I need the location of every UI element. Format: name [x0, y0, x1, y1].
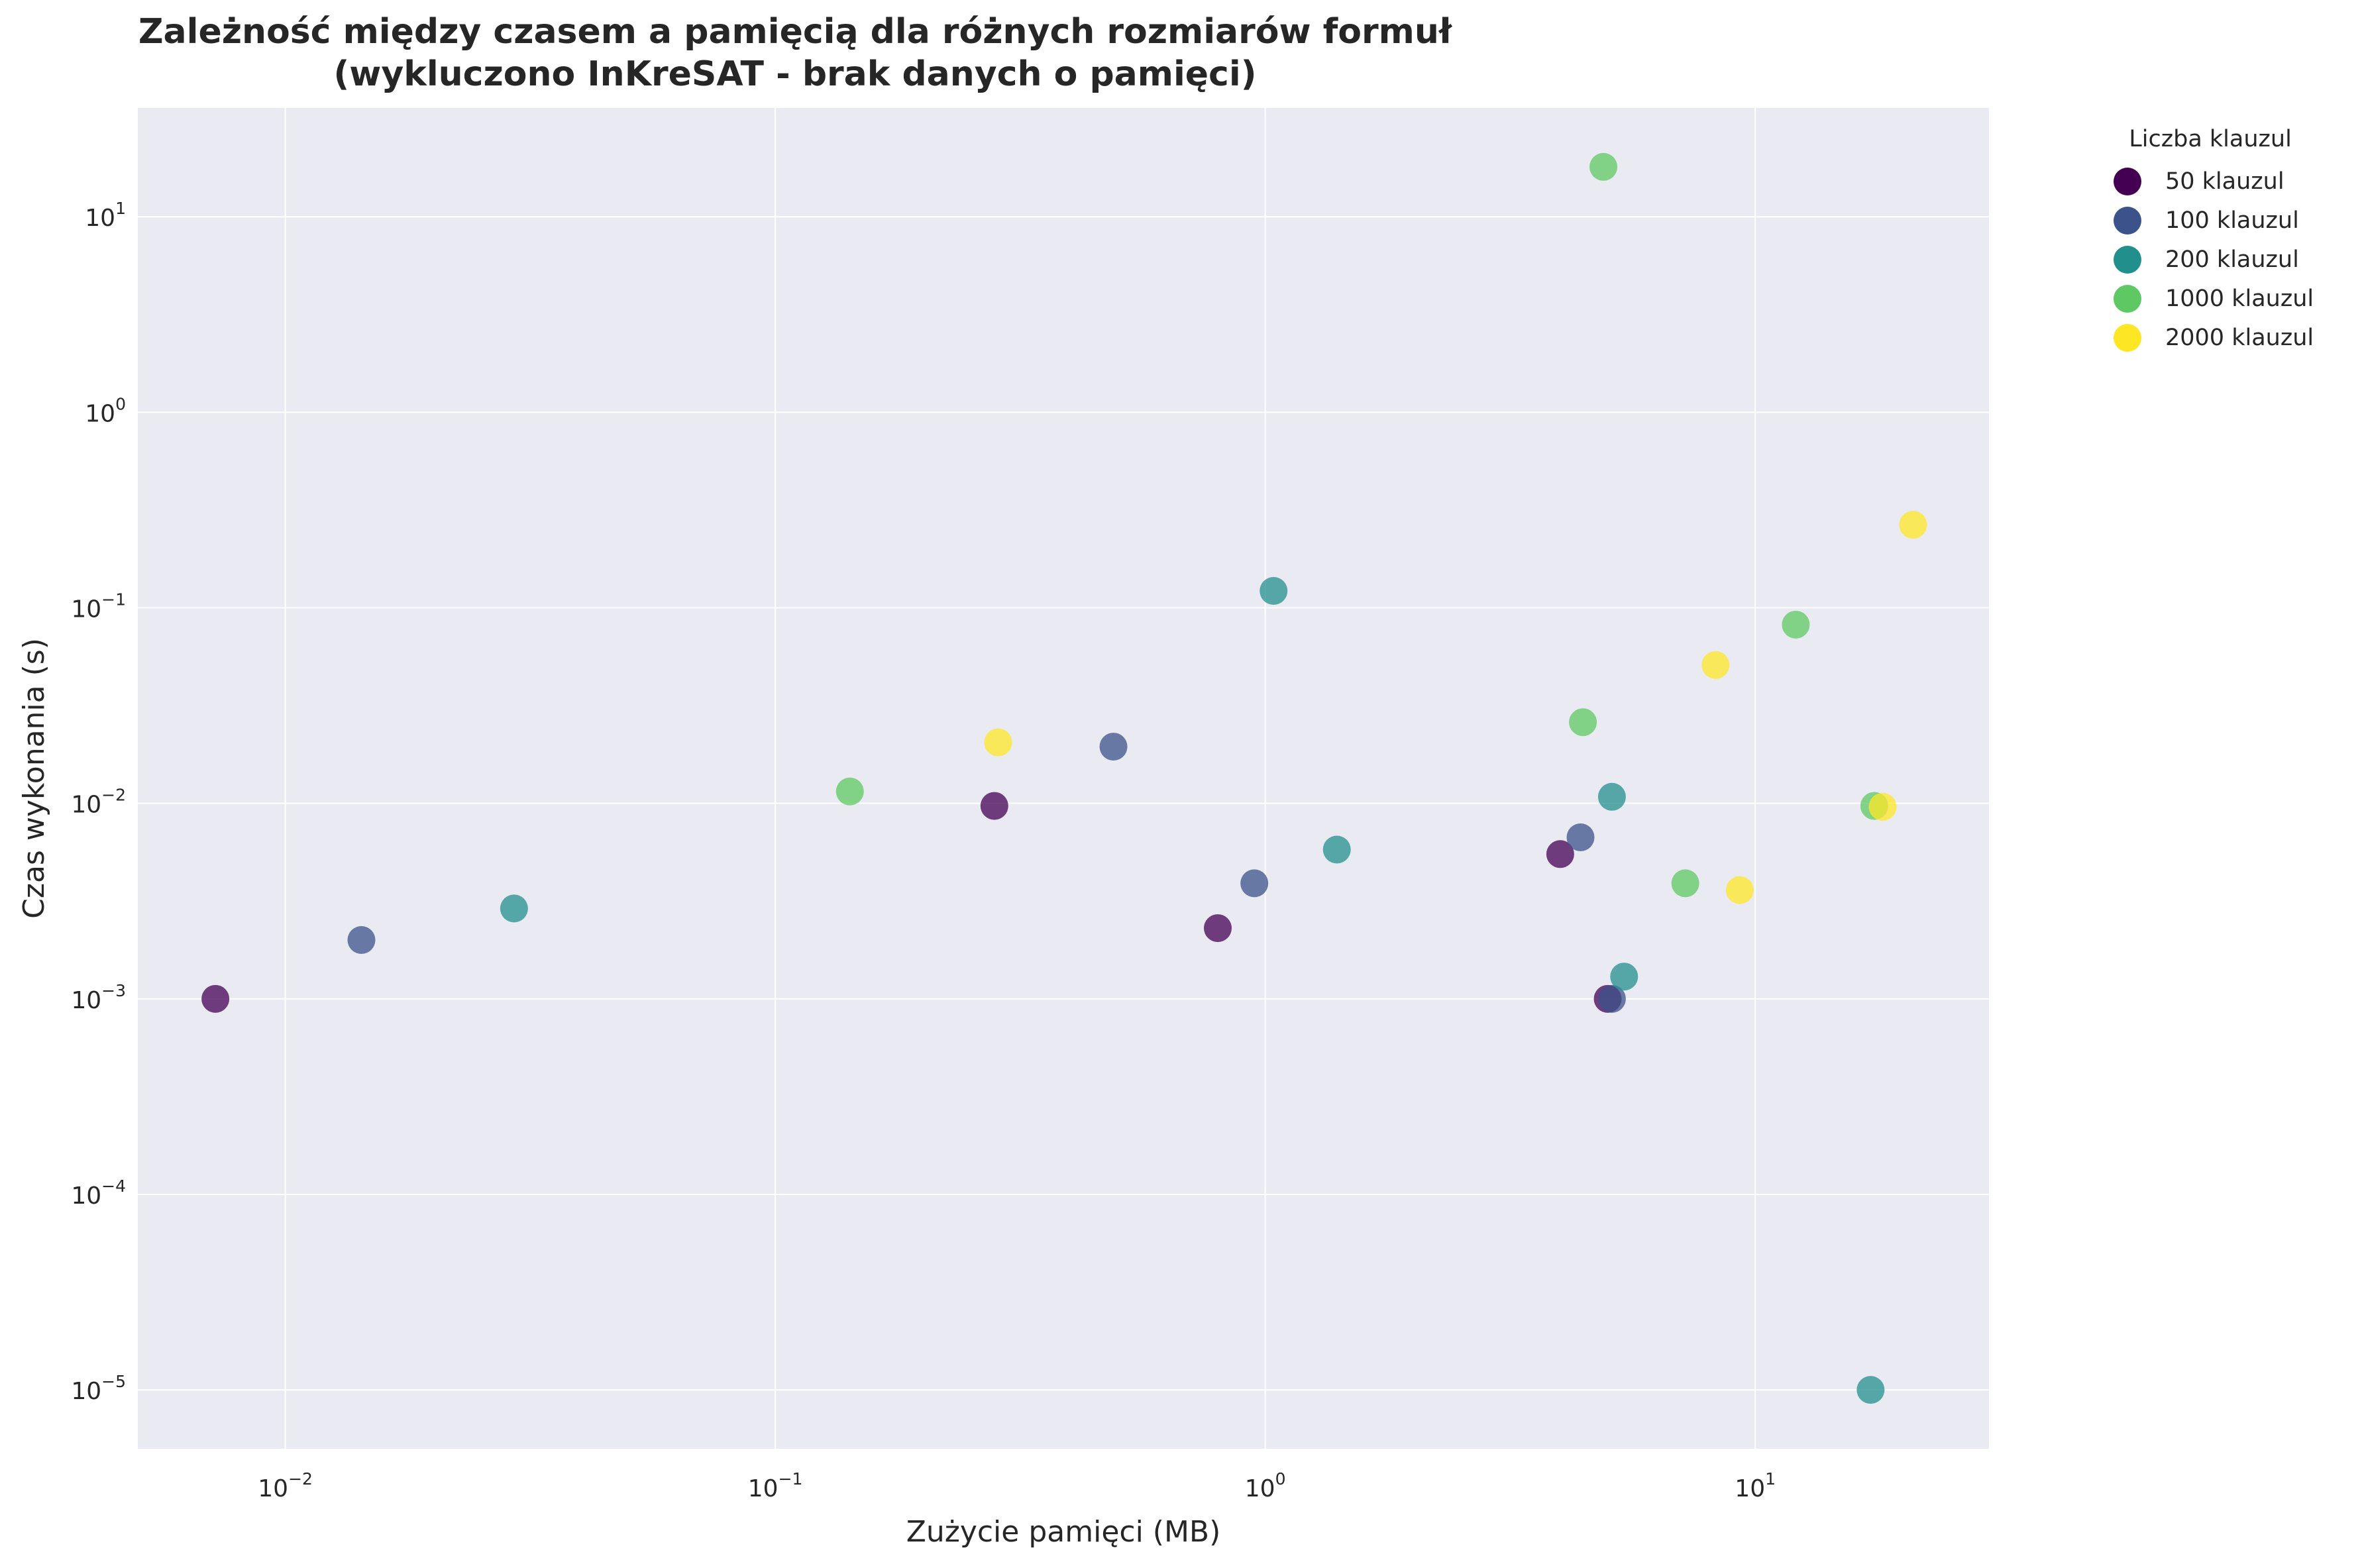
legend-item: 200 klauzul: [2094, 240, 2314, 279]
x-axis-label: Zużycie pamięci (MB): [906, 1515, 1221, 1549]
legend-label: 200 klauzul: [2165, 246, 2299, 273]
y-tick-label: 10−5: [71, 1372, 126, 1405]
y-tick-base: 10: [71, 596, 101, 623]
data-point: [1701, 651, 1730, 679]
data-point: [1322, 835, 1351, 864]
legend-item: 50 klauzul: [2094, 162, 2314, 201]
y-tick-exponent: −2: [101, 786, 126, 805]
data-point: [1671, 869, 1699, 898]
data-point: [1099, 733, 1128, 761]
data-point: [980, 792, 1008, 820]
y-tick-exponent: 0: [115, 394, 126, 413]
x-tick-exponent: 0: [1275, 1469, 1286, 1489]
legend-item: 100 klauzul: [2094, 201, 2314, 240]
data-point: [835, 777, 864, 806]
x-tick-label: 10−1: [748, 1469, 803, 1502]
legend-swatch: [2114, 206, 2141, 235]
legend-label: 100 klauzul: [2165, 207, 2299, 234]
legend-item: 2000 klauzul: [2094, 318, 2314, 357]
data-point: [1610, 963, 1639, 991]
data-point: [347, 925, 376, 954]
legend-swatch: [2114, 323, 2141, 352]
legend-item: 1000 klauzul: [2094, 279, 2314, 318]
y-tick-base: 10: [71, 1378, 101, 1405]
data-point: [1589, 152, 1618, 181]
legend-items: 50 klauzul 100 klauzul 200 klauzul 1000 kla…: [2094, 162, 2314, 357]
x-tick-label: 10−2: [258, 1469, 313, 1502]
data-point: [984, 728, 1012, 757]
y-tick-base: 10: [85, 205, 115, 232]
y-tick-exponent: −3: [101, 981, 126, 1000]
x-tick-base: 10: [748, 1475, 779, 1502]
data-point: [1569, 708, 1597, 737]
x-tick-exponent: 1: [1765, 1469, 1776, 1489]
x-tick-labels: 10−2 10−1 100 101: [258, 1469, 1776, 1502]
data-point: [1260, 577, 1288, 605]
data-point: [201, 984, 230, 1013]
y-tick-exponent: −1: [101, 590, 126, 609]
data-point: [1782, 610, 1810, 639]
y-tick-exponent: 1: [115, 199, 126, 218]
legend-swatch: [2114, 245, 2141, 274]
y-tick-label: 101: [85, 199, 126, 232]
legend-swatch: [2114, 167, 2141, 195]
data-point: [1566, 823, 1595, 852]
legend-label: 1000 klauzul: [2165, 285, 2314, 312]
data-point: [500, 894, 528, 923]
data-point: [1240, 869, 1269, 898]
y-axis-label: Czas wykonania (s): [17, 638, 51, 919]
legend-label: 2000 klauzul: [2165, 324, 2314, 351]
x-tick-base: 10: [1735, 1475, 1765, 1502]
y-tick-label: 10−1: [71, 590, 126, 623]
legend-title: Liczba klauzul: [2129, 126, 2292, 152]
grid-lines: [138, 108, 1989, 1449]
data-point: [1856, 1376, 1885, 1404]
y-tick-label: 10−2: [71, 786, 126, 819]
y-tick-label: 10−3: [71, 981, 126, 1014]
data-point: [1868, 792, 1897, 821]
y-tick-label: 100: [85, 394, 126, 427]
data-point: [1597, 782, 1626, 811]
legend: Liczba klauzul 50 klauzul 100 klauzul 200 …: [2094, 126, 2314, 357]
legend-swatch: [2114, 284, 2141, 313]
x-tick-exponent: −2: [288, 1469, 313, 1489]
x-tick-label: 101: [1735, 1469, 1776, 1502]
data-points: [201, 152, 1927, 1404]
plot-area: [138, 108, 1989, 1449]
chart-subtitle: (wykluczono InKreSAT - brak danych o pam…: [333, 54, 1257, 94]
data-point: [1899, 511, 1927, 539]
chart-title: Zależność między czasem a pamięcią dla r…: [138, 12, 1452, 52]
data-point: [1546, 840, 1574, 868]
y-tick-exponent: −5: [101, 1372, 126, 1391]
y-tick-base: 10: [71, 1182, 101, 1210]
data-point: [1725, 876, 1754, 904]
y-tick-base: 10: [85, 400, 115, 427]
x-tick-base: 10: [258, 1475, 288, 1502]
x-tick-label: 100: [1245, 1469, 1286, 1502]
data-point: [1597, 984, 1626, 1013]
data-point: [1203, 914, 1232, 943]
y-tick-label: 10−4: [71, 1176, 126, 1210]
y-tick-base: 10: [71, 987, 101, 1014]
legend-label: 50 klauzul: [2165, 168, 2284, 195]
y-tick-exponent: −4: [101, 1176, 126, 1196]
x-tick-base: 10: [1245, 1475, 1275, 1502]
y-tick-base: 10: [71, 792, 101, 819]
x-tick-exponent: −1: [779, 1469, 803, 1489]
